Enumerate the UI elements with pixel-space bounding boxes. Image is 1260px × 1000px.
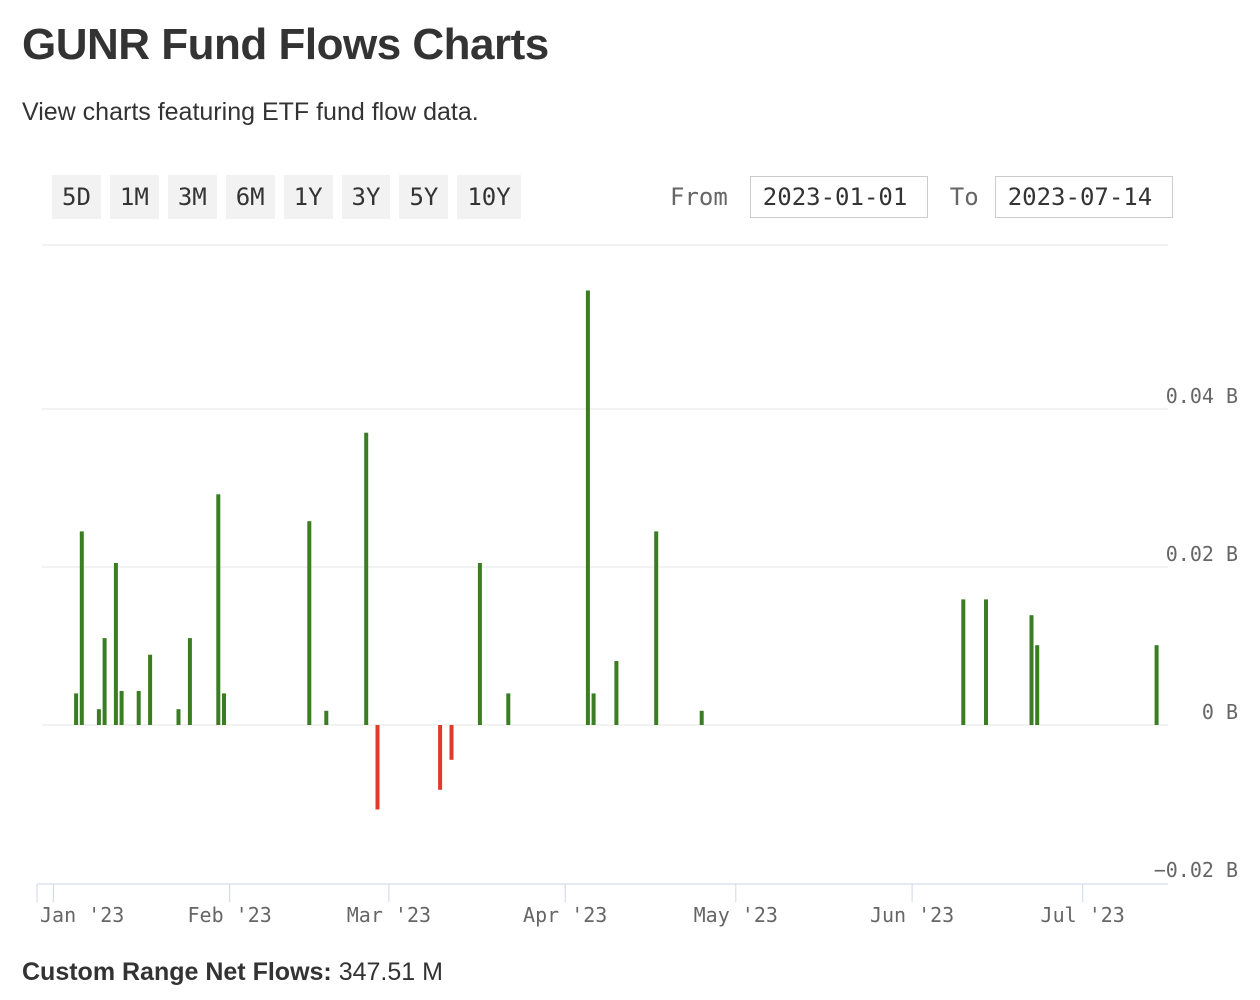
flow-bar	[585, 290, 590, 725]
y-tick-label: 0 B	[1202, 700, 1238, 724]
flow-bar	[79, 531, 84, 725]
to-label: To	[949, 183, 979, 211]
date-range-picker: From To	[670, 176, 1173, 218]
flow-bar	[307, 521, 312, 725]
flow-bar	[1154, 645, 1159, 725]
flow-bar	[222, 693, 226, 725]
y-tick-label: −0.02 B	[1154, 858, 1238, 882]
flow-bar	[364, 432, 369, 725]
flow-bar	[148, 654, 153, 725]
range-button-5y[interactable]: 5Y	[399, 175, 449, 219]
flow-bar	[654, 531, 659, 725]
y-tick-label: 0.04 B	[1166, 384, 1238, 408]
flow-bar	[96, 709, 101, 725]
range-button-3m[interactable]: 3M	[167, 175, 217, 219]
flow-bar	[216, 494, 221, 725]
x-tick-label: Jan '23	[40, 903, 124, 927]
flow-bar	[136, 691, 141, 725]
x-tick-label: May '23	[694, 903, 778, 927]
flow-bar	[591, 693, 596, 725]
from-date-input[interactable]	[749, 176, 928, 218]
page-subtitle: View charts featuring ETF fund flow data…	[22, 98, 479, 126]
fund-flows-chart: −0.02 B 0 B 0.02 B 0.04 B Jan '23 Feb '23 Mar …	[36, 244, 1238, 927]
x-tick-label: Feb '23	[188, 903, 272, 927]
flow-bar	[102, 638, 107, 725]
range-button-1m[interactable]: 1M	[109, 175, 159, 219]
flow-bar	[449, 725, 454, 760]
page-title: GUNR Fund Flows Charts	[22, 20, 549, 69]
range-button-6m[interactable]: 6M	[225, 175, 275, 219]
flow-bar	[119, 691, 124, 725]
x-tick-label: Jul '23	[1041, 903, 1125, 927]
flow-bar	[375, 725, 380, 810]
net-flows-value: 347.51 M	[338, 958, 443, 986]
range-button-group: 5D 1M 3M 6M 1Y 3Y 5Y 10Y	[52, 175, 521, 219]
range-button-3y[interactable]: 3Y	[341, 175, 391, 219]
to-date-input[interactable]	[994, 176, 1173, 218]
flow-bar	[1035, 645, 1040, 725]
x-tick-label: Apr '23	[523, 903, 607, 927]
flow-bar	[984, 599, 988, 725]
from-label: From	[670, 183, 728, 211]
flow-bar	[113, 563, 118, 725]
flow-bar	[324, 710, 329, 725]
flow-bar	[477, 563, 482, 725]
x-tick-label: Mar '23	[347, 903, 431, 927]
flow-bar	[614, 661, 619, 725]
flow-bar	[961, 599, 966, 725]
flow-bar	[506, 693, 511, 725]
range-button-10y[interactable]: 10Y	[457, 175, 521, 219]
x-tick-label: Jun '23	[870, 903, 954, 927]
flow-bar	[1029, 615, 1034, 725]
net-flows-label: Custom Range Net Flows:	[22, 958, 332, 986]
flow-bar	[699, 710, 704, 725]
flow-bar	[438, 725, 443, 790]
flow-bar	[176, 709, 181, 725]
range-button-5d[interactable]: 5D	[52, 175, 101, 219]
range-button-1y[interactable]: 1Y	[283, 175, 333, 219]
flow-bar	[74, 693, 79, 725]
flow-bar	[187, 638, 192, 725]
y-tick-label: 0.02 B	[1166, 542, 1238, 566]
net-flows-summary: Custom Range Net Flows: 347.51 M	[22, 958, 443, 987]
